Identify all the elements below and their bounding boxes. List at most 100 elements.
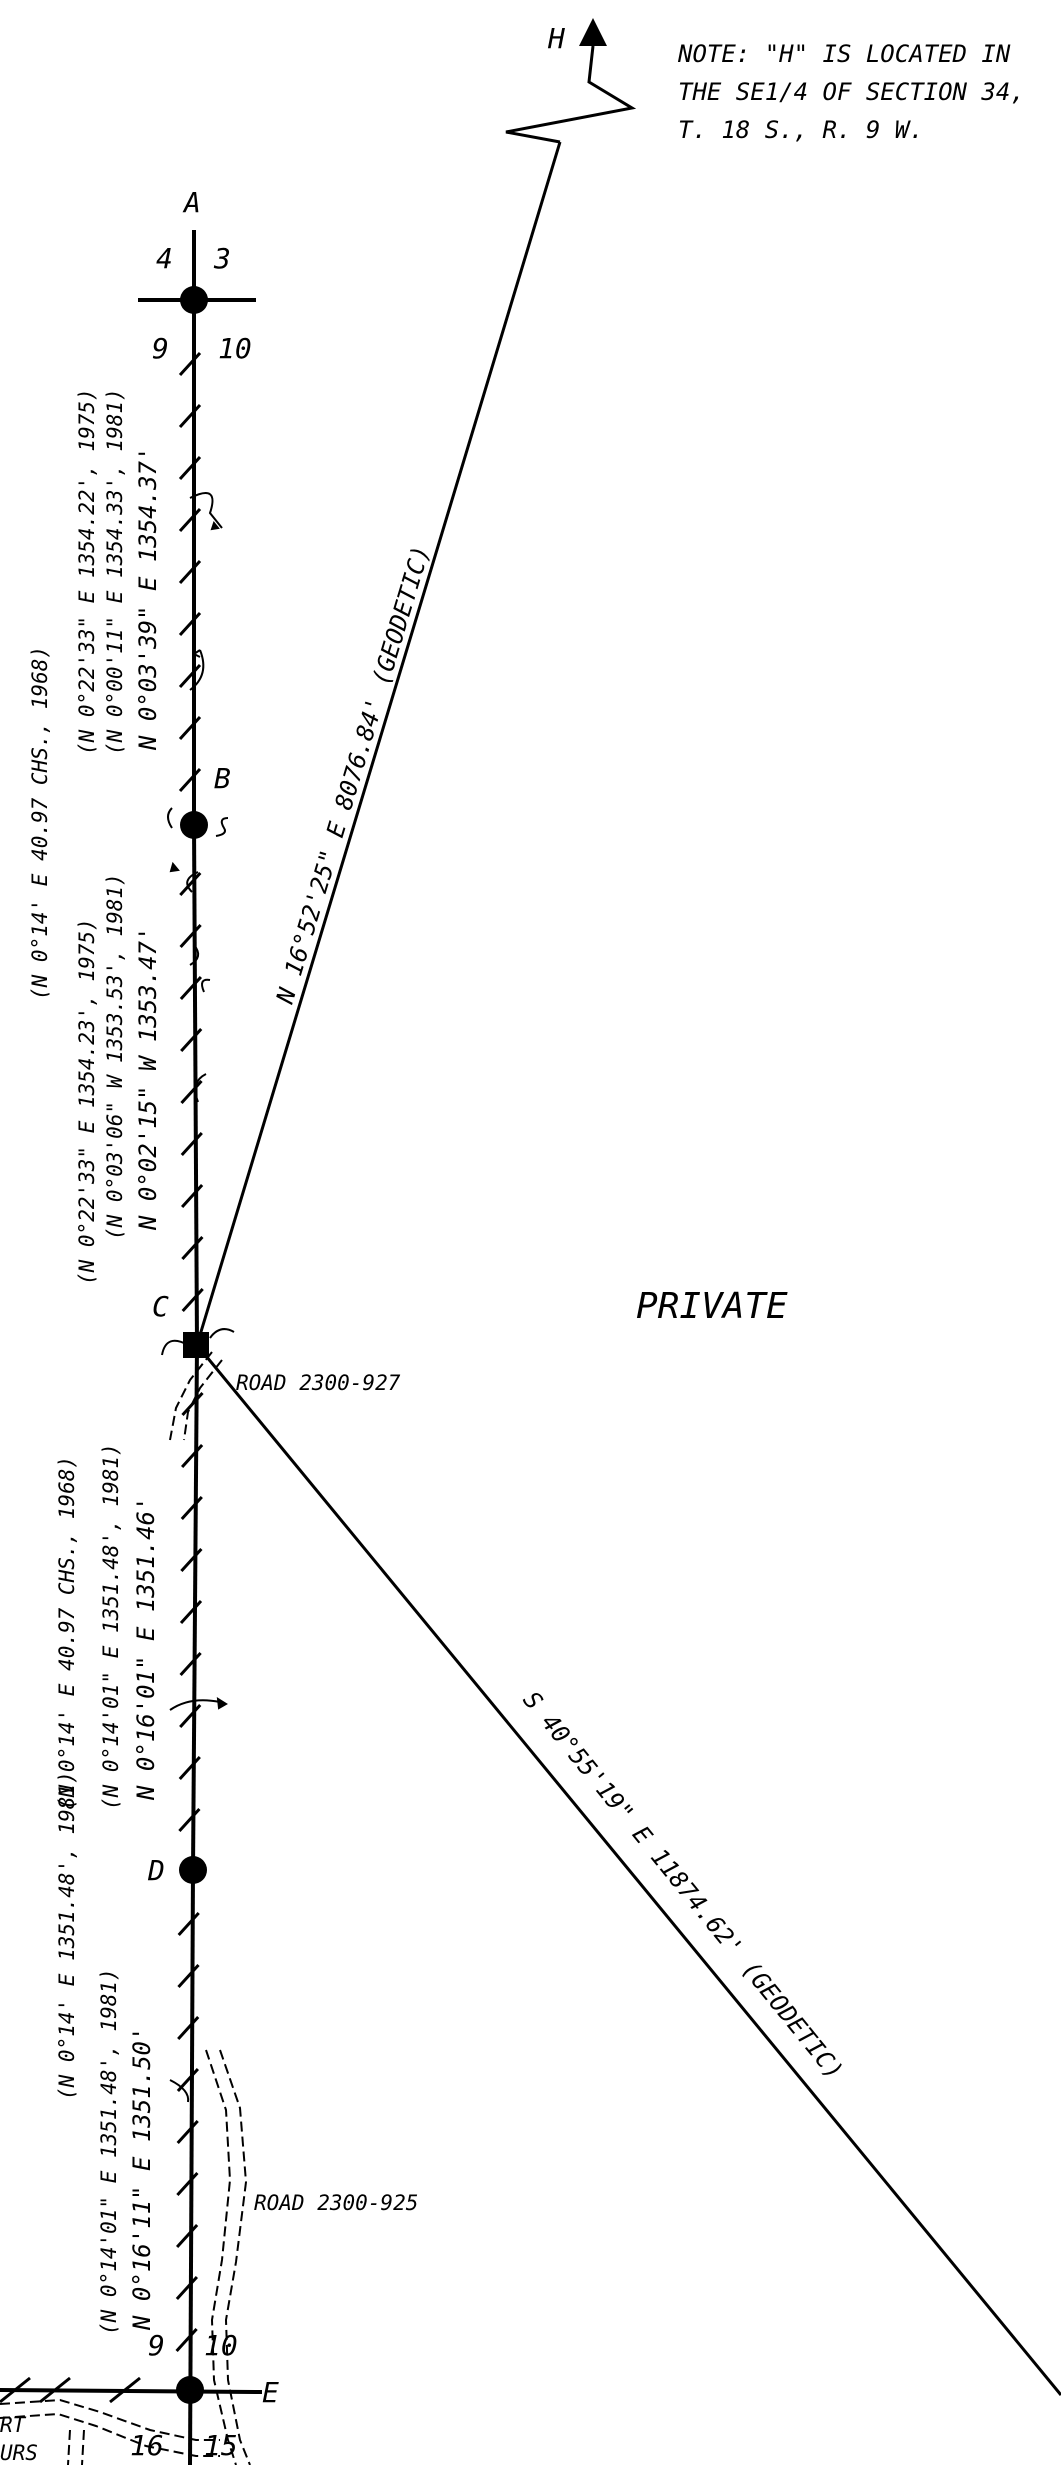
fence-tick xyxy=(180,1027,203,1053)
fence-tick xyxy=(178,663,202,689)
fence-tick xyxy=(178,715,202,741)
road-edge-bottom xyxy=(0,2412,220,2457)
fence-tick xyxy=(175,2223,199,2249)
bearing-a-c-1968: (N 0°14' E 40.97 CHS., 1968) xyxy=(28,646,52,1000)
curve-arrow-icon xyxy=(169,1699,221,1711)
fence-tick xyxy=(177,1911,200,1937)
squiggle-icon xyxy=(167,807,173,829)
fence-tick xyxy=(180,1443,204,1469)
fence-tick xyxy=(179,1599,203,1625)
cutoff-label-line-2: URS xyxy=(0,2441,38,2465)
section-number-3: 3 xyxy=(213,242,231,275)
note-line-1: NOTE: "H" IS LOCATED IN xyxy=(677,40,1011,68)
squiggle-icon xyxy=(215,817,229,837)
bearing-c-southeast-line: S 40°55'19" E 11874.62' (GEODETIC) xyxy=(517,1686,849,2085)
fence-tick xyxy=(0,2376,31,2404)
arrowhead-icon xyxy=(216,1697,228,1710)
bearing-d-e-1981: (N 0°14'01" E 1351.48', 1981) xyxy=(97,1968,121,2335)
section-number-10-lower: 10 xyxy=(204,2329,238,2362)
fence-tick xyxy=(175,2327,198,2353)
fence-tick xyxy=(180,1547,203,1573)
bearing-b-c-1981: (N 0°03'06" W 1353.53', 1981) xyxy=(103,873,127,1240)
point-h: H xyxy=(505,18,637,144)
point-c-marker xyxy=(183,1332,209,1358)
road-edge-left xyxy=(169,1351,213,1441)
bearing-c-d-1981: (N 0°14'01" E 1351.48', 1981) xyxy=(99,1443,123,1810)
fence-tick xyxy=(179,975,203,1001)
curve-arrow-icon xyxy=(189,492,223,529)
road-edge-bottom xyxy=(81,2429,85,2465)
fence-tick xyxy=(181,1235,204,1261)
fence-tick xyxy=(178,507,202,533)
fence-tick xyxy=(178,1807,201,1833)
squiggle-icon xyxy=(169,2079,190,2103)
curve-arrow-icon xyxy=(194,1073,207,1103)
section-line-bottom xyxy=(0,2388,263,2394)
fence-tick xyxy=(176,2119,199,2145)
bearing-a-b-1975: (N 0°22'33" E 1354.22', 1975) xyxy=(75,388,99,755)
fence-tick xyxy=(181,1287,204,1313)
fence-tick xyxy=(179,1651,202,1677)
point-e-marker xyxy=(176,2376,204,2404)
fence-tick xyxy=(178,403,202,429)
squiggle-icon xyxy=(201,978,211,993)
squiggle-icon xyxy=(209,1328,235,1339)
road-2300-925 xyxy=(0,2049,251,2465)
bearing-c-e-1968: (N 0°14' E 40.97 CHS., 1968) xyxy=(55,1456,79,1810)
triangle-icon xyxy=(579,18,607,46)
fence-tick xyxy=(180,1131,203,1157)
fence-tick xyxy=(177,1963,200,1989)
point-a-marker xyxy=(180,286,208,314)
fence-tick xyxy=(178,1755,201,1781)
section-number-9-lower: 9 xyxy=(148,2329,165,2362)
squiggle-symbols xyxy=(161,492,235,2103)
point-b-label: B xyxy=(214,762,231,795)
section-number-15: 15 xyxy=(204,2429,238,2462)
fence-tick xyxy=(39,2376,71,2404)
fence-tick xyxy=(179,871,202,897)
curve-arrow-icon xyxy=(186,871,199,893)
fence-tick xyxy=(178,559,202,585)
bearing-c-d-main: N 0°16'01" E 1351.46' xyxy=(132,1497,160,1801)
fence-tick xyxy=(180,1183,204,1209)
road-edge-right xyxy=(183,1359,223,1441)
section-number-16: 16 xyxy=(130,2429,164,2462)
note-line-3: T. 18 S., R. 9 W. xyxy=(678,116,924,144)
fence-tick xyxy=(109,2376,141,2404)
arrowhead-icon xyxy=(210,520,220,531)
bearing-d-e-main: N 0°16'11" E 1351.50' xyxy=(128,2027,156,2331)
fence-tick xyxy=(178,611,202,637)
point-h-label: H xyxy=(547,22,565,55)
bearing-b-c-main: N 0°02'15" W 1353.47' xyxy=(134,927,162,1231)
point-c-label: C xyxy=(152,1290,169,1323)
bearing-a-b-1981: (N 0°00'11" E 1354.33', 1981) xyxy=(103,388,127,755)
area-label-private: PRIVATE xyxy=(636,1286,788,1327)
section-number-9-upper: 9 xyxy=(152,332,169,365)
fence-tick xyxy=(179,1703,202,1729)
curve-arrow-icon xyxy=(189,649,205,691)
bearing-d-e-alt-1981: (N 0°14' E 1351.48', 1981) xyxy=(55,1771,79,2100)
road-edge-bottom xyxy=(0,2398,220,2441)
road-edge-right xyxy=(219,2049,251,2465)
point-b-marker xyxy=(180,811,208,839)
fence-tick xyxy=(176,2171,199,2197)
point-d-marker xyxy=(179,1856,207,1884)
section-number-4: 4 xyxy=(156,242,173,275)
break-line-symbol xyxy=(505,45,637,144)
line-c-to-h xyxy=(195,141,562,1346)
bearing-b-c-1975: (N 0°22'33" E 1354.23', 1975) xyxy=(75,918,99,1285)
bearing-c-h-line: N 16°52'25" E 8076.84' (GEODETIC) xyxy=(271,542,436,1008)
squiggle-icon xyxy=(189,944,200,966)
fence-tick xyxy=(178,455,202,481)
bearing-a-b-main: N 0°03'39" E 1354.37' xyxy=(134,447,162,751)
fence-ticks xyxy=(175,351,204,2353)
road-label-2300-925: ROAD 2300-925 xyxy=(254,2191,418,2215)
fence-tick xyxy=(180,1079,203,1105)
fence-tick xyxy=(179,923,202,949)
arrowhead-icon xyxy=(169,861,180,873)
fence-tick xyxy=(178,767,202,793)
road-2300-927 xyxy=(169,1351,223,1441)
road-edge-left xyxy=(205,2049,237,2465)
road-label-2300-927: ROAD 2300-927 xyxy=(236,1371,401,1395)
